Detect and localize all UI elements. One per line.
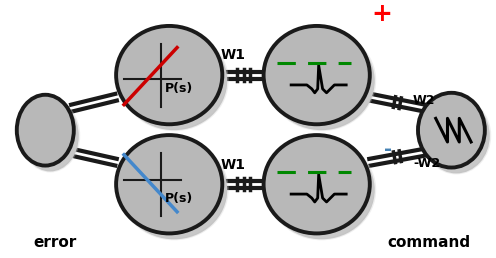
Ellipse shape <box>422 97 491 174</box>
Ellipse shape <box>121 141 227 239</box>
Ellipse shape <box>418 93 485 167</box>
Ellipse shape <box>267 139 376 240</box>
Ellipse shape <box>268 141 374 239</box>
Ellipse shape <box>263 135 370 233</box>
Text: P(s): P(s) <box>165 82 193 95</box>
Ellipse shape <box>119 138 227 238</box>
Ellipse shape <box>119 29 227 129</box>
Ellipse shape <box>268 32 374 130</box>
Ellipse shape <box>266 29 374 129</box>
Ellipse shape <box>263 26 370 124</box>
Text: command: command <box>387 235 471 250</box>
Text: error: error <box>34 235 77 250</box>
Ellipse shape <box>19 98 78 170</box>
Text: +: + <box>371 2 392 26</box>
Ellipse shape <box>116 26 222 124</box>
Ellipse shape <box>423 99 490 173</box>
Text: W2: W2 <box>413 94 435 107</box>
Ellipse shape <box>17 95 74 166</box>
Text: W1: W1 <box>221 158 246 172</box>
Text: -: - <box>383 140 391 159</box>
Ellipse shape <box>421 95 490 172</box>
Text: -W2: -W2 <box>413 157 440 170</box>
Ellipse shape <box>116 135 222 233</box>
Ellipse shape <box>266 138 374 238</box>
Ellipse shape <box>120 30 229 131</box>
Ellipse shape <box>22 101 79 172</box>
Ellipse shape <box>267 30 376 131</box>
Text: P(s): P(s) <box>165 191 193 205</box>
Ellipse shape <box>120 139 229 240</box>
Ellipse shape <box>20 99 80 172</box>
Text: W1: W1 <box>221 49 246 62</box>
Ellipse shape <box>121 32 227 130</box>
